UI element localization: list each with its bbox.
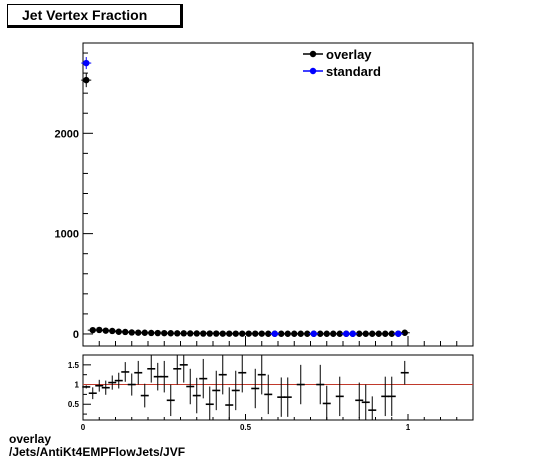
main-y-tick-label: 0: [73, 329, 79, 341]
overlay-point: [141, 329, 148, 336]
main-plot-frame: 0 1000 2000: [55, 42, 474, 347]
overlay-point: [193, 330, 200, 337]
legend-overlay-marker: [309, 50, 317, 58]
overlay-point: [187, 330, 194, 337]
overlay-point: [356, 330, 363, 337]
overlay-point: [154, 329, 161, 337]
footer: overlay /Jets/AntiKt4EMPFlowJets/JVF: [9, 433, 185, 459]
ratio-axes-box: [82, 354, 474, 421]
overlay-point: [180, 330, 187, 337]
chart-title: Jet Vertex Fraction: [22, 7, 148, 23]
standard-point: [395, 330, 402, 337]
ratio-x-tick-label: 1: [406, 423, 411, 432]
footer-line-overlay: overlay: [9, 432, 52, 446]
legend-standard-label: standard: [326, 64, 381, 79]
overlay-point: [265, 330, 272, 337]
standard-point: [271, 330, 278, 337]
chart-title-box: Jet Vertex Fraction: [7, 4, 183, 28]
overlay-point: [375, 330, 382, 337]
main-y-tick-label: 1000: [55, 229, 79, 241]
ratio-y-tick-label: 1: [75, 381, 80, 390]
overlay-point: [252, 330, 259, 337]
main-plot-marks: [81, 57, 410, 337]
ratio-y-tick-label: 0.5: [68, 400, 80, 409]
overlay-point: [369, 330, 376, 337]
overlay-point: [323, 330, 330, 337]
standard-point: [310, 330, 317, 337]
overlay-point: [89, 326, 96, 334]
overlay-point: [336, 330, 343, 337]
overlay-point: [291, 330, 298, 337]
overlay-point: [96, 326, 103, 334]
overlay-point: [232, 330, 239, 337]
overlay-point: [174, 330, 181, 337]
overlay-point: [278, 330, 285, 337]
overlay-point: [115, 328, 122, 335]
overlay-point: [362, 330, 369, 337]
legend-standard-marker: [309, 67, 317, 75]
legend-overlay-label: overlay: [326, 47, 372, 62]
overlay-point: [258, 330, 265, 337]
legend: overlay standard: [303, 47, 381, 79]
overlay-point: [206, 330, 213, 337]
overlay-point: [109, 327, 116, 335]
overlay-point: [213, 330, 220, 337]
overlay-point: [382, 330, 389, 337]
overlay-point: [401, 329, 408, 336]
overlay-point: [135, 329, 142, 336]
overlay-point: [330, 330, 337, 337]
overlay-point: [122, 328, 129, 336]
standard-point: [83, 59, 90, 67]
overlay-point: [284, 330, 291, 337]
main-axes-box: [82, 42, 474, 347]
overlay-point: [161, 329, 168, 337]
footer-line-path: /Jets/AntiKt4EMPFlowJets/JVF: [9, 445, 186, 459]
overlay-point: [83, 76, 90, 84]
ratio-plot-frame: 0.5 1 1.5 0 0.5 1: [68, 354, 474, 432]
overlay-point: [317, 330, 324, 337]
overlay-point: [245, 330, 252, 337]
overlay-point: [102, 327, 109, 334]
ratio-y-tick-label: 1.5: [68, 361, 80, 370]
overlay-point: [219, 330, 226, 337]
ratio-plot-marks: [82, 355, 409, 420]
overlay-point: [148, 329, 155, 337]
ratio-x-tick-label: 0.5: [240, 423, 252, 432]
ratio-x-tick-label: 0: [81, 423, 86, 432]
overlay-point: [167, 330, 174, 337]
standard-point: [343, 330, 350, 337]
overlay-point: [388, 330, 395, 337]
overlay-point: [226, 330, 233, 337]
overlay-point: [304, 330, 311, 337]
overlay-point: [239, 330, 246, 337]
main-y-tick-label: 2000: [55, 128, 79, 140]
overlay-point: [297, 330, 304, 337]
overlay-point: [128, 329, 135, 336]
overlay-point: [200, 330, 207, 337]
standard-point: [349, 330, 356, 337]
